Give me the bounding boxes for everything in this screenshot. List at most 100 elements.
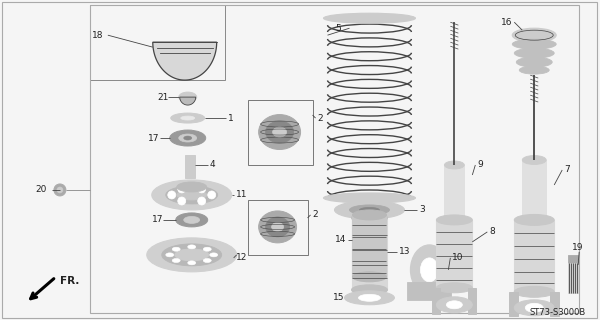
Bar <box>568 255 578 263</box>
Bar <box>185 155 195 178</box>
Ellipse shape <box>188 245 196 249</box>
Text: 18: 18 <box>92 31 103 40</box>
Bar <box>352 215 386 277</box>
Bar <box>568 263 578 293</box>
Ellipse shape <box>446 301 463 309</box>
Text: 17: 17 <box>152 215 163 224</box>
Bar <box>509 292 518 316</box>
Ellipse shape <box>352 285 388 295</box>
Circle shape <box>198 185 206 193</box>
Bar <box>522 160 546 220</box>
Text: 5: 5 <box>335 24 341 33</box>
Ellipse shape <box>176 213 208 227</box>
Ellipse shape <box>522 215 546 224</box>
Ellipse shape <box>175 249 209 261</box>
Text: 19: 19 <box>572 244 584 252</box>
Ellipse shape <box>177 190 207 200</box>
Ellipse shape <box>323 13 415 23</box>
Text: 21: 21 <box>158 92 169 101</box>
Text: 4: 4 <box>210 161 215 170</box>
Text: 3: 3 <box>419 205 425 214</box>
Ellipse shape <box>179 92 197 102</box>
Ellipse shape <box>172 247 180 251</box>
Ellipse shape <box>525 303 543 312</box>
Ellipse shape <box>358 294 380 301</box>
Ellipse shape <box>259 211 296 243</box>
Ellipse shape <box>170 130 206 146</box>
Ellipse shape <box>272 127 287 137</box>
Circle shape <box>198 197 206 205</box>
Ellipse shape <box>166 253 174 257</box>
Polygon shape <box>180 97 196 105</box>
Circle shape <box>208 191 215 199</box>
Ellipse shape <box>266 121 293 143</box>
Text: 9: 9 <box>478 161 483 170</box>
Ellipse shape <box>272 222 284 231</box>
Ellipse shape <box>181 116 195 120</box>
Ellipse shape <box>514 214 554 225</box>
Ellipse shape <box>266 217 290 237</box>
Text: 1: 1 <box>227 114 233 123</box>
Ellipse shape <box>352 272 386 282</box>
Circle shape <box>178 185 186 193</box>
Ellipse shape <box>352 210 386 220</box>
Text: 2: 2 <box>313 211 318 220</box>
Text: 17: 17 <box>148 133 159 142</box>
Circle shape <box>178 197 186 205</box>
Bar <box>90 5 579 313</box>
Bar <box>248 100 313 165</box>
Ellipse shape <box>171 113 205 123</box>
Ellipse shape <box>147 238 236 272</box>
Ellipse shape <box>436 215 472 225</box>
Ellipse shape <box>323 193 415 203</box>
Text: 7: 7 <box>564 165 570 174</box>
Ellipse shape <box>445 216 464 224</box>
Ellipse shape <box>54 184 66 196</box>
Ellipse shape <box>352 213 388 223</box>
Ellipse shape <box>514 286 554 297</box>
Bar <box>248 200 308 255</box>
Ellipse shape <box>177 182 207 192</box>
Text: 8: 8 <box>490 228 495 236</box>
Ellipse shape <box>350 205 389 215</box>
Ellipse shape <box>344 291 394 305</box>
Ellipse shape <box>410 245 448 295</box>
Ellipse shape <box>184 216 200 223</box>
Bar <box>550 292 559 316</box>
Text: 11: 11 <box>236 190 247 199</box>
Bar <box>433 288 440 314</box>
Ellipse shape <box>516 57 552 67</box>
Text: 14: 14 <box>335 236 346 244</box>
Ellipse shape <box>203 247 211 251</box>
Ellipse shape <box>166 186 218 204</box>
Bar <box>436 220 472 288</box>
Ellipse shape <box>514 300 554 316</box>
Ellipse shape <box>203 259 211 262</box>
Text: 13: 13 <box>400 247 411 256</box>
Text: 12: 12 <box>236 253 247 262</box>
Circle shape <box>168 191 176 199</box>
Polygon shape <box>153 42 217 80</box>
Bar <box>445 165 464 220</box>
Ellipse shape <box>421 258 439 282</box>
Ellipse shape <box>210 253 218 257</box>
Ellipse shape <box>179 134 197 142</box>
Text: 16: 16 <box>501 18 513 27</box>
Ellipse shape <box>184 136 192 140</box>
Ellipse shape <box>522 156 546 164</box>
Text: 20: 20 <box>35 186 46 195</box>
Ellipse shape <box>188 261 196 265</box>
Bar <box>514 220 554 292</box>
Ellipse shape <box>335 201 404 219</box>
Ellipse shape <box>436 297 472 313</box>
Text: ST73-S3000B: ST73-S3000B <box>529 308 586 317</box>
Text: FR.: FR. <box>60 276 79 286</box>
Ellipse shape <box>514 48 554 58</box>
Bar <box>352 218 388 290</box>
Ellipse shape <box>152 180 232 210</box>
Ellipse shape <box>162 244 221 266</box>
Bar <box>469 288 476 314</box>
Ellipse shape <box>57 187 63 193</box>
Ellipse shape <box>512 28 556 42</box>
Text: 10: 10 <box>452 253 464 262</box>
